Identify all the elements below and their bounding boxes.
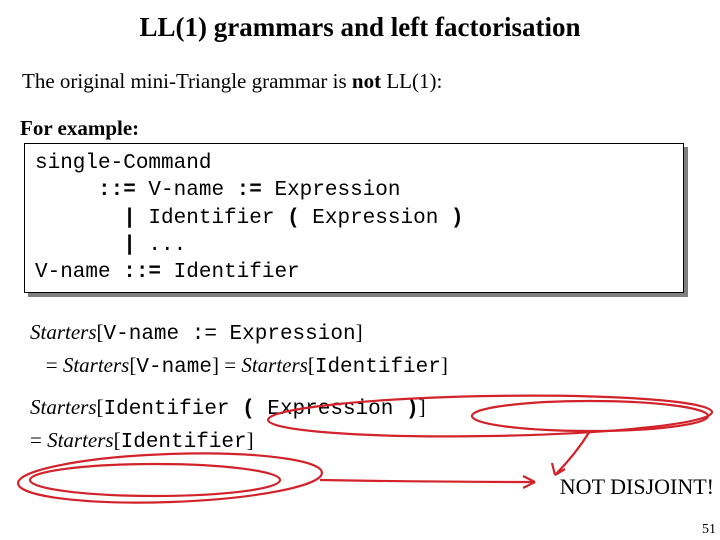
code-box: single-Command ::= V-name := Expression … — [24, 143, 684, 293]
s2body2: Identifier — [315, 356, 441, 379]
s4body: Identifier — [121, 431, 247, 454]
ellipse-bottom-inner — [30, 464, 280, 496]
intro-not: not — [352, 69, 381, 93]
page-title: LL(1) grammars and left factorisation — [0, 0, 720, 51]
c4a — [35, 234, 123, 257]
arrowhead-2 — [523, 476, 535, 488]
c3e: Expression — [300, 207, 451, 230]
c3d: ( — [287, 207, 300, 230]
s2body: V-name — [136, 356, 212, 379]
code-l1: single-Command — [35, 152, 211, 175]
c3c: Identifier — [136, 207, 287, 230]
s3lp: ( — [242, 398, 255, 421]
c2def: ::= — [98, 179, 136, 202]
s4b: [ — [114, 428, 121, 452]
s2s2: Starters — [241, 353, 308, 377]
starters-row-2: = Starters[V-name] = Starters[Identifier… — [30, 350, 720, 383]
s4s: Starters — [47, 428, 114, 452]
s4p: = — [30, 428, 47, 452]
c2c: := — [237, 179, 262, 202]
s1body: V-name := Expression — [104, 323, 356, 346]
s3p: Starters — [30, 395, 97, 419]
intro-text: The original mini-Triangle grammar is no… — [0, 51, 720, 94]
s2b2: [ — [308, 353, 315, 377]
c4b: | — [123, 234, 136, 257]
s3b: [ — [97, 395, 104, 419]
c3f: ) — [451, 207, 464, 230]
starters-row-1: Starters[V-name := Expression] — [30, 317, 720, 350]
c5a: V-name — [35, 261, 123, 284]
s3rp: ) — [406, 398, 419, 421]
s1b: [ — [97, 320, 104, 344]
s2eq: = — [219, 353, 241, 377]
s2s: Starters — [63, 353, 130, 377]
not-disjoint-label: NOT DISJOINT! — [560, 474, 714, 500]
c2a — [35, 179, 98, 202]
starters-row-4: = Starters[Identifier] — [30, 425, 720, 458]
page-number: 51 — [702, 522, 716, 538]
c5b: ::= — [123, 261, 161, 284]
s2c2: ] — [441, 353, 448, 377]
s1c: ] — [356, 320, 363, 344]
arrow-from-bottom — [320, 480, 535, 482]
c4c: ... — [136, 234, 186, 257]
s2c: ] — [212, 353, 219, 377]
starters-block: Starters[V-name := Expression] = Starter… — [0, 293, 720, 459]
intro-pre: The original mini-Triangle grammar is — [22, 69, 352, 93]
starters-row-3: Starters[Identifier ( Expression )] — [30, 392, 720, 425]
code-content: single-Command ::= V-name := Expression … — [24, 143, 684, 293]
s2p: = — [30, 353, 63, 377]
s3c: ] — [419, 395, 426, 419]
c3b: | — [123, 207, 136, 230]
s3body: Identifier — [104, 398, 243, 421]
c2b: V-name — [136, 179, 237, 202]
s1p: Starters — [30, 320, 97, 344]
c2d: Expression — [262, 179, 401, 202]
example-label: For example: — [0, 94, 720, 141]
c3a — [35, 207, 123, 230]
c5c: Identifier — [161, 261, 300, 284]
intro-post: LL(1): — [381, 69, 442, 93]
s4c: ] — [247, 428, 254, 452]
s3mid: Expression — [255, 398, 406, 421]
